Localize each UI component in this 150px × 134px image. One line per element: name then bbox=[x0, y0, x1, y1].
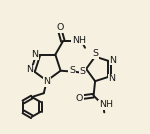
Text: N: N bbox=[43, 77, 50, 86]
Text: S: S bbox=[92, 49, 98, 58]
Text: N: N bbox=[32, 50, 39, 59]
Text: N: N bbox=[26, 65, 33, 75]
Text: S: S bbox=[79, 67, 85, 76]
Text: N: N bbox=[108, 74, 115, 83]
Text: O: O bbox=[76, 94, 83, 103]
Text: S: S bbox=[69, 66, 75, 75]
Text: NH: NH bbox=[72, 36, 86, 45]
Text: O: O bbox=[56, 23, 64, 32]
Text: NH: NH bbox=[99, 100, 113, 109]
Text: N: N bbox=[110, 56, 116, 65]
